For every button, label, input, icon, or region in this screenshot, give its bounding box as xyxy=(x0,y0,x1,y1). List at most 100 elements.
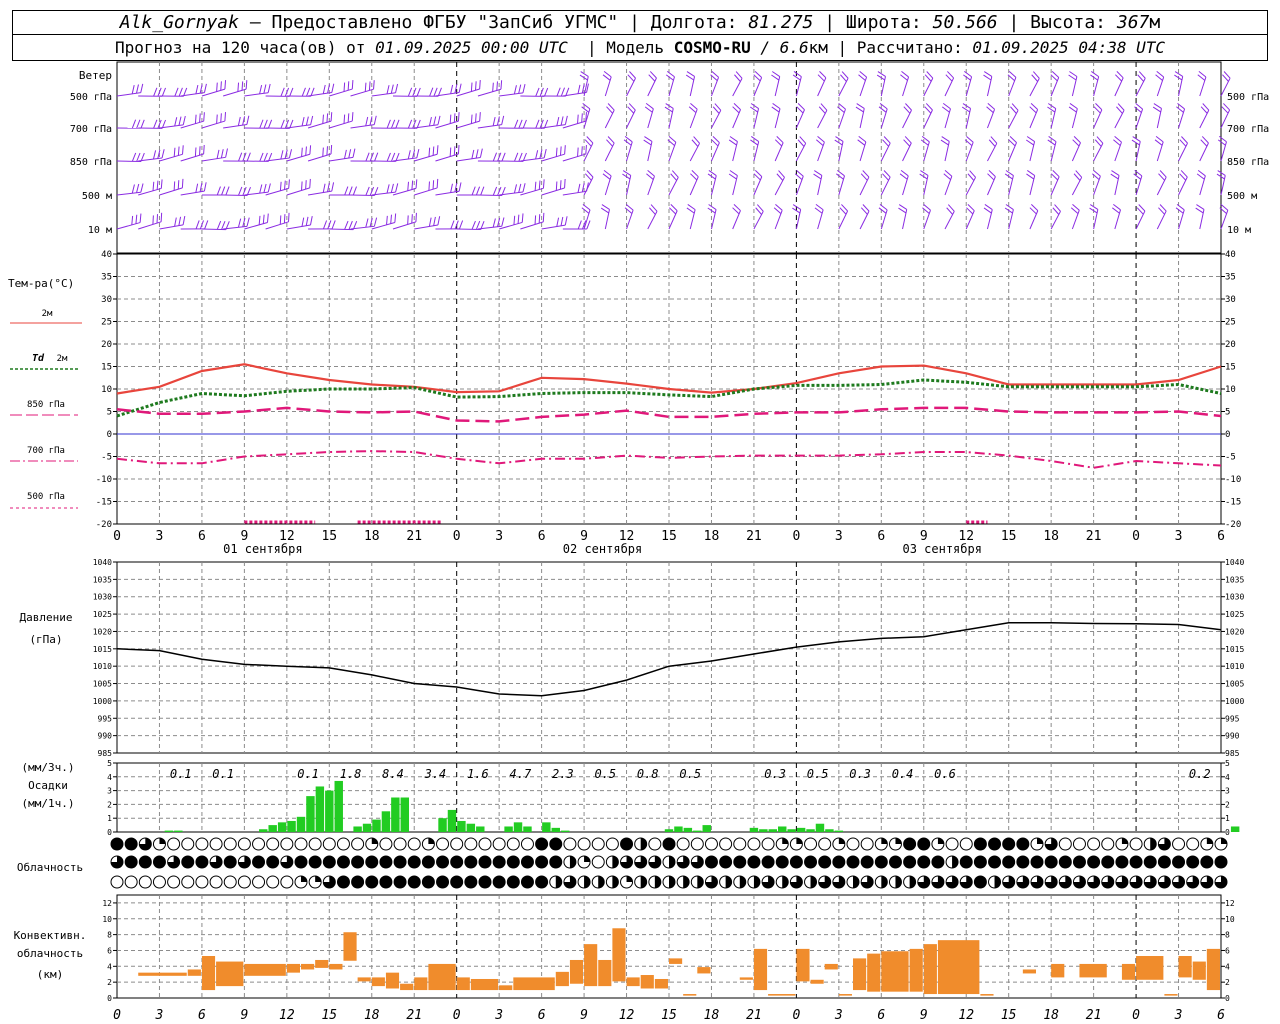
cloud-symbol xyxy=(124,875,138,889)
cloud-symbol xyxy=(903,855,917,869)
wind-barb-feather xyxy=(900,169,909,177)
wind-barb-feather xyxy=(664,106,673,113)
wind-barb-feather xyxy=(1197,74,1206,81)
temp-ytick-label-right: 15 xyxy=(1225,363,1236,373)
press-title: Давление xyxy=(20,611,73,624)
wind-barb-shaft xyxy=(562,153,586,162)
press-ytick-label: 995 xyxy=(98,714,113,723)
prec-ytick-label: 2 xyxy=(107,800,112,809)
wind-barb-feather xyxy=(140,152,145,162)
wind-barb-feather xyxy=(946,207,954,215)
wind-barb-feather xyxy=(602,173,611,180)
wind-barb-shaft xyxy=(1156,141,1164,162)
cloud-symbol-three-quarter xyxy=(1215,876,1227,888)
wind-barb-feather xyxy=(586,220,591,230)
wind-barb-feather xyxy=(1070,207,1079,214)
wind-barb-feather xyxy=(496,116,500,126)
wind-barb-feather xyxy=(195,84,199,94)
wind-barb-feather xyxy=(199,113,201,123)
wind-barb-feather xyxy=(369,152,374,162)
series-td2m xyxy=(116,378,1222,418)
wind-barb-feather xyxy=(686,207,695,214)
temp-ytick-label: -20 xyxy=(96,520,112,530)
wind-barb-feather xyxy=(225,186,230,196)
wind-barb-feather xyxy=(967,204,975,212)
wind-barb-feather xyxy=(194,147,197,157)
wind-barb-feather xyxy=(331,182,335,192)
wind-barb-feather xyxy=(492,82,494,92)
cloud-symbol xyxy=(464,837,478,851)
wind-barb-feather xyxy=(1093,169,1101,177)
wind-barb-shaft xyxy=(732,210,741,230)
wind-barb-feather xyxy=(644,106,653,113)
wind-barb-feather xyxy=(710,74,718,82)
wind-barb-feather xyxy=(458,83,462,93)
temp-ytick-label-right: -15 xyxy=(1225,498,1241,508)
wind-barb-shaft xyxy=(1008,110,1019,129)
cloud-symbol-quarter xyxy=(1206,838,1213,844)
wind-barb-shaft xyxy=(965,142,974,162)
temp-ytick-label-right: 10 xyxy=(1225,385,1236,395)
wind-barb-feather xyxy=(245,80,248,90)
precip-bar xyxy=(381,811,391,832)
precip-bar xyxy=(362,823,372,832)
conv-bar xyxy=(201,956,216,991)
temp-title: Тем-ра(°C) xyxy=(8,277,74,290)
wind-barb-shaft xyxy=(774,210,783,230)
cloud-symbol xyxy=(464,875,478,889)
precip-bar xyxy=(806,829,815,832)
wind-barb-feather xyxy=(555,181,558,191)
wind-barb-feather xyxy=(1223,71,1231,79)
provider-label: – Предоставлено ФГБУ "ЗапСиб УГМС" | xyxy=(249,12,640,33)
wind-barb-feather xyxy=(1202,103,1210,111)
wind-title: Ветер xyxy=(79,69,112,82)
wind-barb-feather xyxy=(560,116,564,126)
wind-barb-feather xyxy=(280,150,284,160)
press-ytick-label: 1040 xyxy=(93,558,112,567)
wind-barb-feather xyxy=(347,113,350,123)
conv-bar xyxy=(881,951,909,992)
wind-barb-feather xyxy=(203,182,207,192)
wind-barb-shaft xyxy=(923,209,931,230)
wind-barb-feather xyxy=(161,149,165,159)
prec-title: Осадки xyxy=(28,779,68,792)
wind-barb-shaft xyxy=(902,142,912,162)
cloud-symbol xyxy=(266,855,280,869)
cloud-symbol-three-quarter xyxy=(1016,876,1029,888)
wind-barb-feather xyxy=(1047,103,1057,109)
cloud-symbol-quarter xyxy=(937,838,944,844)
wind-barb-feather xyxy=(1092,173,1100,180)
cloud-symbol-three-quarter xyxy=(1186,876,1199,888)
cloud-symbol xyxy=(181,855,195,869)
wind-barb-shaft xyxy=(626,209,634,230)
press-ytick-label-right: 1015 xyxy=(1225,645,1244,654)
wind-barb-shaft xyxy=(1093,176,1101,196)
cloud-symbol xyxy=(1058,855,1072,869)
wind-barb-feather xyxy=(841,71,849,79)
cloud-symbol xyxy=(478,875,492,889)
cloud-symbol xyxy=(719,855,733,869)
wind-barb-shaft xyxy=(944,176,953,196)
wind-barb-feather xyxy=(1155,135,1164,143)
wind-barb-feather xyxy=(327,84,330,94)
press-ylabel: (гПа) xyxy=(29,633,62,646)
precip-bar xyxy=(1230,826,1240,832)
conv-bar xyxy=(286,963,300,973)
wind-barb-feather xyxy=(729,136,738,142)
wind-barb-feather xyxy=(771,71,781,77)
cloud-symbol xyxy=(1072,837,1086,851)
conv-xtick-label: 6 xyxy=(198,1008,206,1023)
wind-barb-shaft xyxy=(1071,142,1081,162)
cloud-symbol-half xyxy=(895,876,902,888)
wind-barb-feather xyxy=(756,204,764,212)
cloud-symbol xyxy=(988,855,1002,869)
wind-barb-feather xyxy=(799,136,807,144)
wind-barb-feather xyxy=(1093,106,1101,114)
wind-barb-shaft xyxy=(604,142,615,162)
conv-xtick-label: 0 xyxy=(792,1008,800,1023)
wind-barb-feather xyxy=(157,119,162,129)
wind-barb-feather xyxy=(817,74,825,82)
cloud-symbol-three-quarter xyxy=(648,856,661,868)
press-ytick-label: 1030 xyxy=(93,593,112,602)
wind-barb-feather xyxy=(690,102,698,110)
